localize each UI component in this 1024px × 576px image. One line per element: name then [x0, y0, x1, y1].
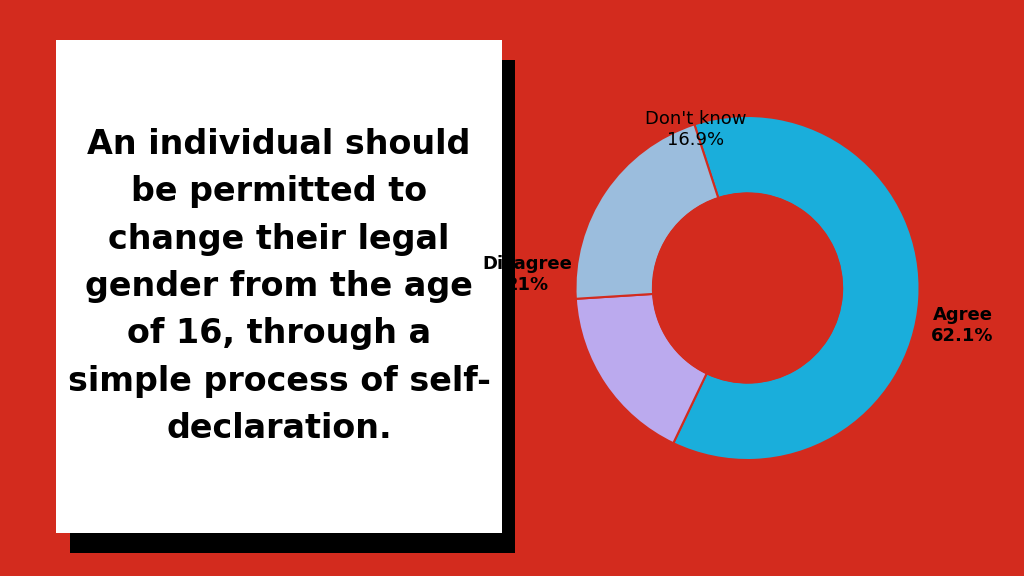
Text: Disagree
21%: Disagree 21%	[482, 255, 572, 294]
Text: An individual should
be permitted to
change their legal
gender from the age
of 1: An individual should be permitted to cha…	[68, 128, 490, 445]
Circle shape	[653, 194, 842, 382]
Wedge shape	[575, 124, 718, 299]
Text: Don't know
16.9%: Don't know 16.9%	[645, 111, 746, 149]
Wedge shape	[575, 294, 707, 443]
Text: Agree
62.1%: Agree 62.1%	[931, 306, 994, 345]
Wedge shape	[674, 116, 920, 460]
